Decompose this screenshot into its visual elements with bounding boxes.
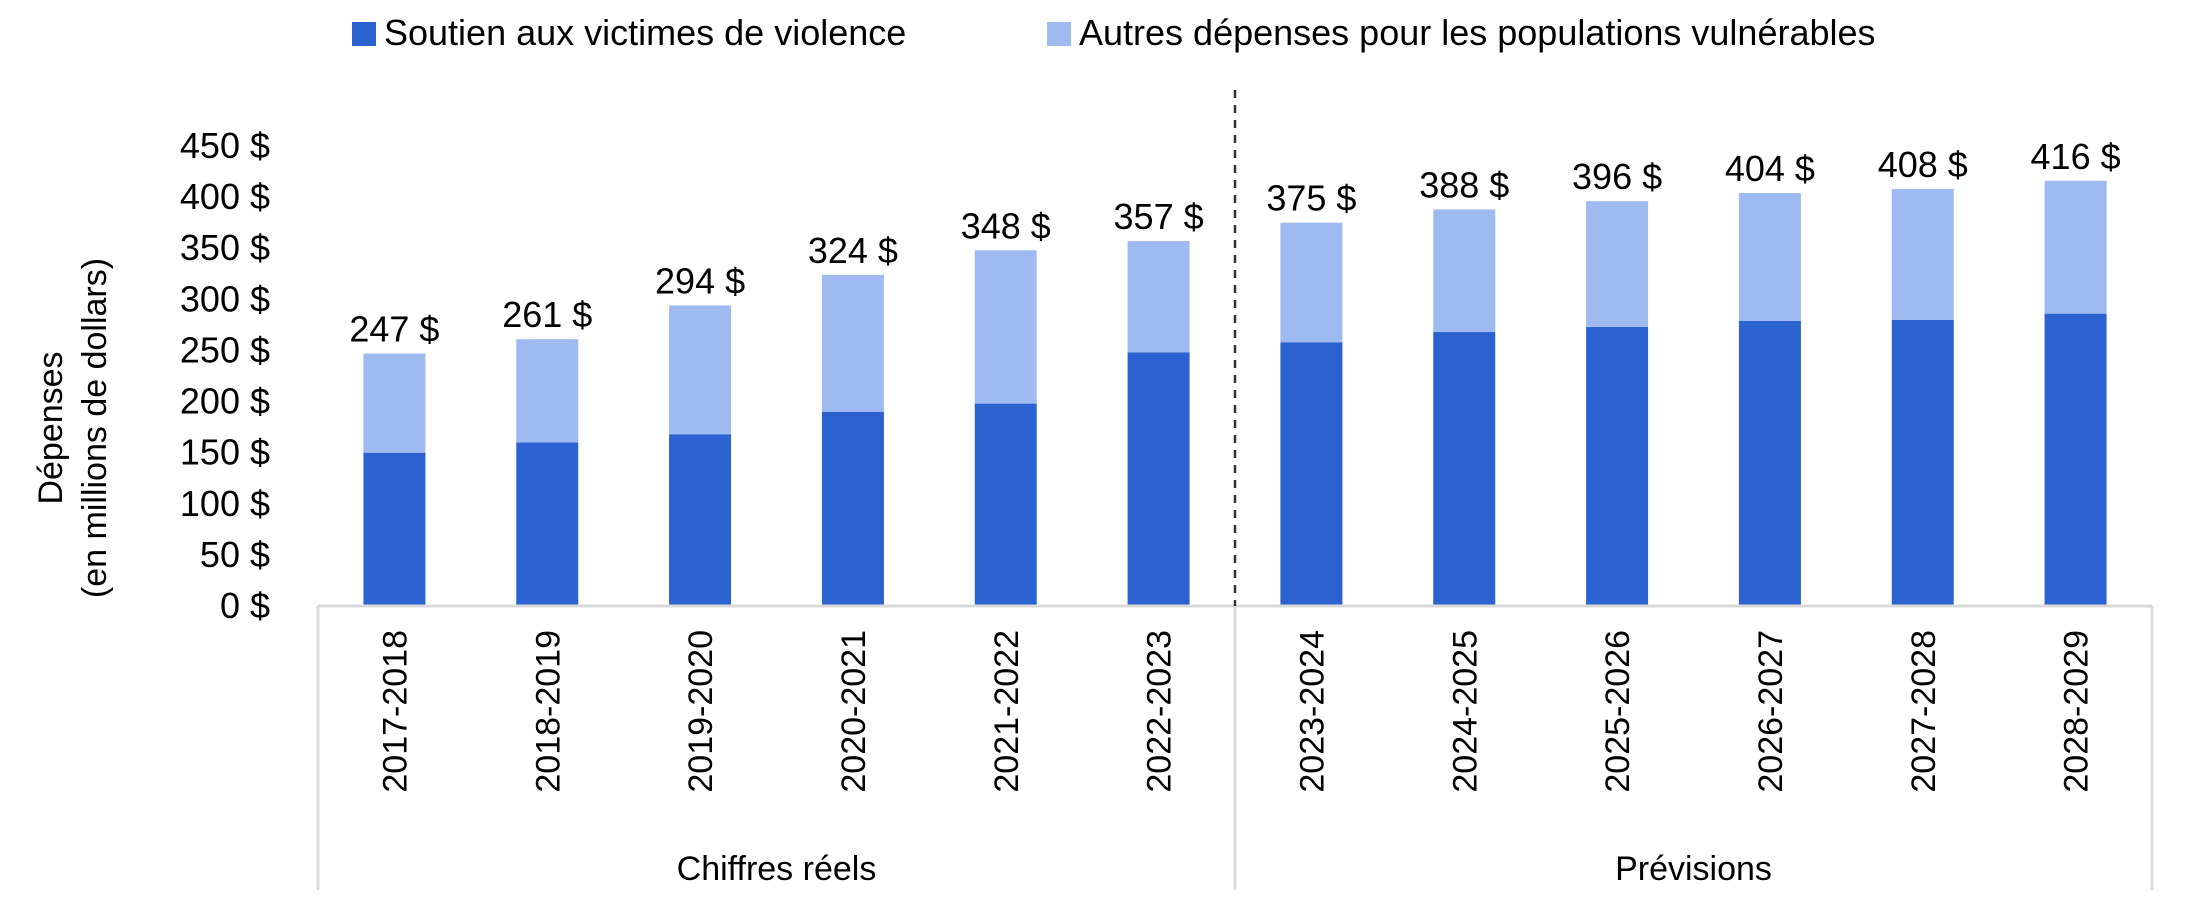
y-axis-title-line-1: Dépenses xyxy=(32,351,70,504)
bar-segment-2 xyxy=(1891,188,1954,320)
x-tick-label: 2025-2026 xyxy=(1599,630,1637,793)
y-tick-label: 0 $ xyxy=(220,585,270,626)
y-axis-title: Dépenses (en millions de dollars) xyxy=(32,258,114,598)
bar-segment-2 xyxy=(516,339,579,443)
total-label: 404 $ xyxy=(1725,148,1815,189)
x-tick-label: 2026-2027 xyxy=(1752,630,1790,793)
total-label: 375 $ xyxy=(1266,178,1356,219)
legend-swatch-1 xyxy=(352,22,376,46)
x-tick-label: 2027-2028 xyxy=(1905,630,1943,793)
x-tick-label: 2020-2021 xyxy=(835,630,873,793)
bar-segment-1 xyxy=(363,452,426,606)
total-label: 324 $ xyxy=(808,230,898,271)
bars xyxy=(363,180,2107,606)
bar-segment-1 xyxy=(1433,332,1496,606)
bar-segment-1 xyxy=(1586,326,1649,606)
bar-segment-1 xyxy=(1280,342,1343,606)
bar-segment-2 xyxy=(1280,222,1343,343)
bar-segment-1 xyxy=(2044,313,2107,606)
y-tick-label: 300 $ xyxy=(180,278,270,319)
bar-segment-1 xyxy=(1891,319,1954,606)
y-tick-label: 100 $ xyxy=(180,483,270,524)
x-tick-label: 2018-2019 xyxy=(529,630,567,793)
legend-label-1: Soutien aux victimes de violence xyxy=(384,12,906,53)
bar-segment-2 xyxy=(363,353,426,453)
bar-segment-2 xyxy=(1586,201,1649,327)
x-tick-label: 2023-2024 xyxy=(1293,630,1331,793)
category-axis-frame xyxy=(316,90,2154,890)
bar-segment-1 xyxy=(974,403,1037,606)
total-label: 348 $ xyxy=(961,205,1051,246)
y-tick-label: 200 $ xyxy=(180,381,270,422)
total-labels: 247 $ 261 $ 294 $ 324 $ 348 $ 357 $ 375 $ 388 $… xyxy=(349,136,2120,350)
y-tick-label: 250 $ xyxy=(180,329,270,370)
x-axis-ticks: 2017-2018 2018-2019 2019-2020 2020-2021 2021… xyxy=(376,630,2095,793)
bar-segment-1 xyxy=(516,442,579,606)
bar-segment-2 xyxy=(1738,193,1801,321)
y-axis-label: Dépenses (en millions de dollars) xyxy=(32,258,114,598)
total-label: 396 $ xyxy=(1572,156,1662,197)
total-label: 261 $ xyxy=(502,294,592,335)
y-tick-label: 50 $ xyxy=(200,534,270,575)
y-tick-label: 150 $ xyxy=(180,432,270,473)
y-tick-label: 400 $ xyxy=(180,176,270,217)
x-tick-label: 2017-2018 xyxy=(376,630,414,793)
x-tick-label: 2021-2022 xyxy=(988,630,1026,793)
group-label-2: Prévisions xyxy=(1615,850,1772,888)
total-label: 388 $ xyxy=(1419,164,1509,205)
total-label: 247 $ xyxy=(349,309,439,350)
y-axis-ticks: 0 $ 50 $ 100 $ 150 $ 200 $ 250 $ 300 $ 350 $ 400… xyxy=(180,125,270,626)
x-tick-label: 2028-2029 xyxy=(2058,630,2096,793)
bar-segment-1 xyxy=(1127,352,1190,606)
legend-swatch-2 xyxy=(1047,22,1071,46)
group-labels: Chiffres réels Prévisions xyxy=(677,850,1772,888)
group-label-1: Chiffres réels xyxy=(677,850,877,888)
bar-segment-2 xyxy=(669,305,732,435)
x-tick-label: 2024-2025 xyxy=(1446,630,1484,793)
legend-label-2: Autres dépenses pour les populations vul… xyxy=(1079,12,1876,53)
bar-segment-2 xyxy=(821,274,884,412)
bar-segment-2 xyxy=(1127,241,1190,353)
bar-segment-2 xyxy=(1433,209,1496,333)
bar-segment-1 xyxy=(821,411,884,606)
bar-segment-2 xyxy=(2044,180,2107,314)
bar-segment-1 xyxy=(669,434,732,606)
total-label: 416 $ xyxy=(2031,136,2121,177)
bar-segment-2 xyxy=(974,250,1037,404)
y-tick-label: 450 $ xyxy=(180,125,270,166)
bar-segment-1 xyxy=(1738,320,1801,606)
total-label: 294 $ xyxy=(655,260,745,301)
total-label: 357 $ xyxy=(1114,196,1204,237)
x-tick-label: 2022-2023 xyxy=(1141,630,1179,793)
x-tick-label: 2019-2020 xyxy=(682,630,720,793)
total-label: 408 $ xyxy=(1878,144,1968,185)
legend: Soutien aux victimes de violence Autres d… xyxy=(352,12,1876,53)
y-axis-title-line-2: (en millions de dollars) xyxy=(76,258,114,598)
y-tick-label: 350 $ xyxy=(180,227,270,268)
